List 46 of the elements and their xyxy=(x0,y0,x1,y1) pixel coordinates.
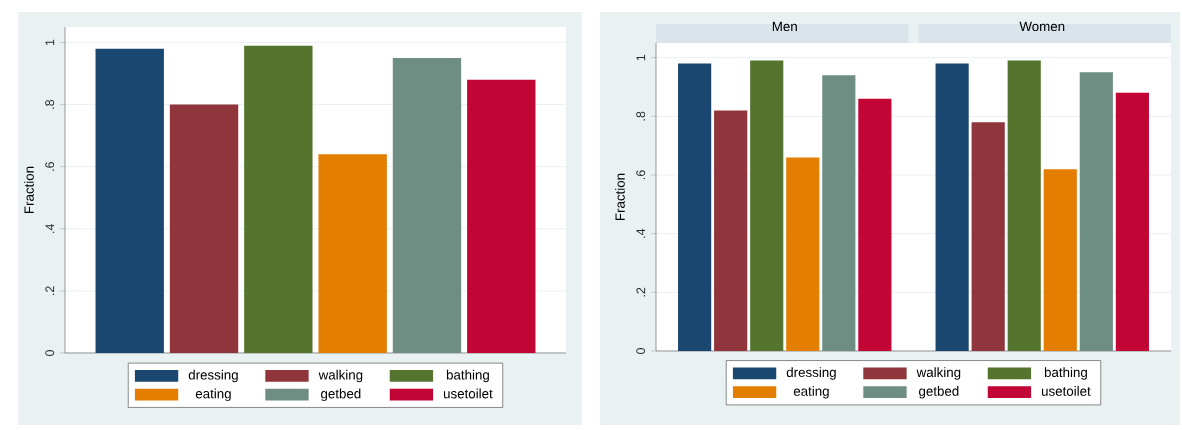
bar xyxy=(467,79,536,353)
bar xyxy=(1043,169,1077,351)
bar xyxy=(750,60,784,351)
bar xyxy=(318,154,387,353)
bar xyxy=(95,48,164,353)
y-tick-label: 1 xyxy=(636,54,646,61)
y-tick-label: 1 xyxy=(45,39,55,46)
legend-label: eating xyxy=(195,388,231,402)
bar xyxy=(1115,92,1149,351)
bar xyxy=(1079,72,1113,351)
bar xyxy=(714,110,748,351)
x-tick-label: Women xyxy=(1019,21,1065,32)
bar xyxy=(935,63,969,351)
bar xyxy=(678,63,712,351)
bar xyxy=(244,45,313,353)
bar xyxy=(971,122,1005,351)
y-tick-label: 0 xyxy=(45,350,55,356)
bar xyxy=(786,157,820,351)
y-tick-label: .8 xyxy=(45,99,55,109)
bar xyxy=(392,58,462,353)
y-axis-title: Fraction xyxy=(615,173,625,220)
y-tick-label: 0 xyxy=(636,348,646,354)
legend-label: dressing xyxy=(786,367,836,380)
legend-label: usetoilet xyxy=(1041,386,1091,396)
bar xyxy=(169,104,239,353)
legend-label: bathing xyxy=(446,369,489,383)
legend-label: bathing xyxy=(1044,367,1087,380)
y-tick-label: .4 xyxy=(45,223,55,233)
legend-label: getbed xyxy=(919,386,959,399)
y-tick-label: .6 xyxy=(45,162,55,171)
y-tick-label: .2 xyxy=(45,286,55,295)
bar xyxy=(1007,60,1041,351)
y-axis-title: Fraction xyxy=(24,166,34,213)
legend-label: dressing xyxy=(188,369,238,383)
legend-label: walking xyxy=(916,367,961,380)
bar xyxy=(858,98,892,351)
legend-label: eating xyxy=(793,386,829,399)
y-tick-label: .6 xyxy=(636,170,646,180)
legend-label: usetoilet xyxy=(443,388,493,399)
legend-label: getbed xyxy=(321,388,361,402)
legend-label: walking xyxy=(318,369,363,383)
bar xyxy=(822,75,856,351)
x-tick-label: Men xyxy=(772,21,797,32)
y-tick-label: .2 xyxy=(636,287,646,297)
y-tick-label: .8 xyxy=(636,111,646,121)
y-tick-label: .4 xyxy=(636,228,646,238)
